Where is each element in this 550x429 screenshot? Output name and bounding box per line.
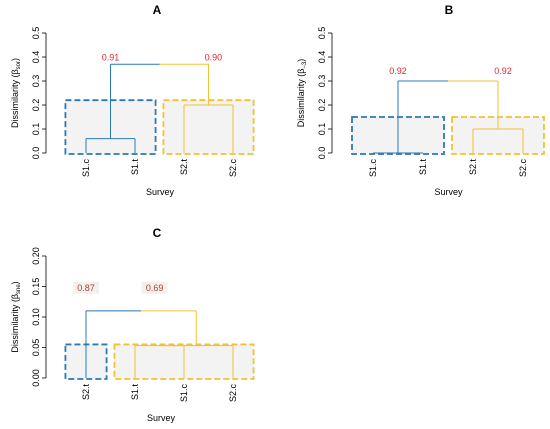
y-axis-title: Dissimilarity (βsne)	[10, 281, 22, 352]
y-tick-label: 0.5	[317, 27, 327, 40]
panel-letter: B	[445, 3, 454, 17]
leaf-label: S2.t	[81, 384, 91, 401]
y-tick-label: 0.1	[31, 123, 41, 136]
y-tick-label: 0.20	[31, 247, 41, 265]
leaf-label: S1.t	[130, 159, 140, 176]
y-tick-label: 0.4	[317, 51, 327, 64]
node-value-label: 0.92	[389, 66, 407, 76]
leaf-label: S2.t	[468, 159, 478, 176]
panel-b: B 0.0 0.1 0.2 0.3 0.4 0.5 Dissimilarity (β−3) S1…	[296, 3, 545, 197]
y-axis-title: Dissimilarity (β−3)	[296, 59, 308, 128]
node-value-label: 0.91	[102, 53, 120, 63]
panel-a: A 0.0 0.1 0.2 0.3 0.4 0.5 Dissimilarity (βsor) S…	[10, 3, 255, 197]
leaf-label: S2.c	[228, 159, 238, 178]
cluster-box-yellow	[162, 99, 255, 155]
leaf-label: S2.c	[228, 384, 238, 403]
node-value-label: 0.90	[205, 53, 223, 63]
leaf-label: S1.c	[179, 384, 189, 403]
y-tick-label: 0.4	[31, 51, 41, 64]
y-tick-label: 0.0	[31, 147, 41, 160]
y-tick-label: 0.3	[31, 75, 41, 88]
leaf-label: S1.c	[368, 159, 378, 178]
x-axis-title: Survey	[147, 413, 176, 423]
y-tick-label: 0.10	[31, 308, 41, 326]
leaf-label: S1.c	[81, 159, 91, 178]
y-tick-label: 0.2	[31, 99, 41, 112]
node-label-bg	[73, 281, 99, 294]
leaf-label: S1.t	[418, 159, 428, 176]
y-tick-label: 0.05	[31, 339, 41, 357]
y-tick-label: 0.15	[31, 278, 41, 296]
leaf-label: S2.t	[179, 159, 189, 176]
leaf-label: S2.c	[518, 159, 528, 178]
panel-letter: C	[153, 226, 162, 240]
node-label-bg	[141, 281, 168, 294]
y-tick-label: 0.5	[31, 27, 41, 40]
y-tick-label: 0.3	[317, 75, 327, 88]
leaf-label: S1.t	[130, 384, 140, 401]
node-value-label: 0.69	[146, 283, 164, 293]
panel-letter: A	[153, 3, 162, 17]
x-axis-title: Survey	[434, 187, 463, 197]
y-tick-label: 0.1	[317, 123, 327, 136]
cluster-box-yellow	[451, 116, 545, 155]
y-tick-label: 0.00	[31, 369, 41, 387]
y-axis-title: Dissimilarity (βsor)	[10, 58, 22, 128]
y-tick-label: 0.0	[317, 147, 327, 160]
y-tick-label: 0.2	[317, 99, 327, 112]
x-axis-title: Survey	[146, 187, 175, 197]
node-value-label: 0.92	[494, 66, 512, 76]
panel-c: C 0.00 0.05 0.10 0.15 0.20 Dissimilarity (βsne…	[10, 226, 255, 423]
node-value-label: 0.87	[77, 283, 95, 293]
